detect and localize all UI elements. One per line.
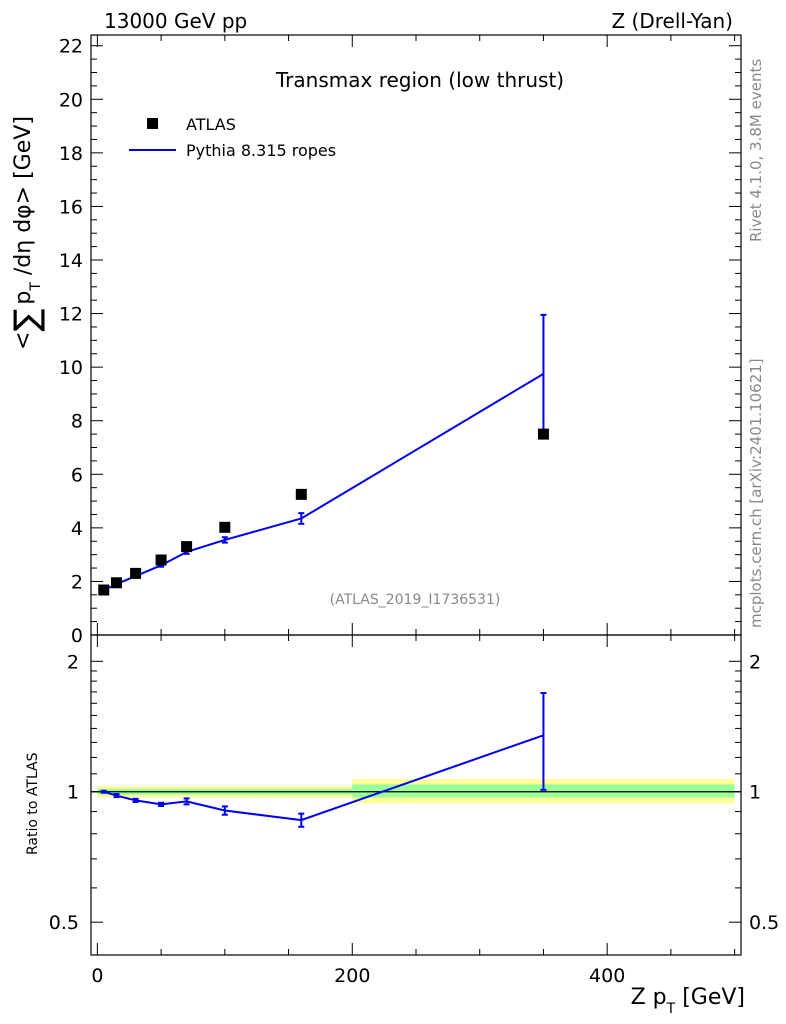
ratio-ytick-label-right: 0.5 <box>749 912 779 934</box>
data-point <box>155 554 167 566</box>
ratio-panel: 0 200 400 0.5 0.5 1 1 2 2 Ratio to ATLAS Z pT [G… <box>25 634 779 1017</box>
main-ytick-label: 4 <box>71 518 83 540</box>
ratio-band-inner <box>352 784 735 798</box>
ylabel-rest: /dη dφ> [GeV] <box>11 116 36 282</box>
ylabel-sub: T <box>28 282 44 292</box>
ratio-ytick-label-right: 2 <box>749 651 761 673</box>
watermark: (ATLAS_2019_I1736531) <box>330 592 501 608</box>
ratio-ytick-label-left: 2 <box>67 651 79 673</box>
main-ytick-label: 20 <box>59 89 83 111</box>
main-ytick-label: 16 <box>59 196 83 218</box>
ratio-xlabel: Z pT [GeV] <box>631 985 745 1017</box>
data-point <box>295 488 307 500</box>
main-ytick-label: 12 <box>59 304 83 326</box>
data-point <box>130 567 142 579</box>
mc-line <box>103 372 544 591</box>
data-point <box>110 577 122 589</box>
ratio-series <box>100 691 547 828</box>
main-ytick-label: 14 <box>59 250 83 272</box>
ratio-xtick-label: 0 <box>91 965 103 987</box>
data-point <box>537 428 549 440</box>
xlabel-sub: T <box>666 1001 676 1017</box>
xlabel-rest: [GeV] <box>675 985 745 1010</box>
main-panel: Transmax region (low thrust) (ATLAS_2019… <box>7 34 742 647</box>
legend-label-mc: Pythia 8.315 ropes <box>186 141 336 160</box>
ratio-ylabel: Ratio to ATLAS <box>25 752 41 855</box>
main-title: Transmax region (low thrust) <box>275 68 564 92</box>
main-ytick-label: 18 <box>59 143 83 165</box>
main-ytick-label: 6 <box>71 464 83 486</box>
xlabel-main: Z p <box>631 985 667 1010</box>
ratio-mc-line <box>103 734 544 822</box>
main-ylabel: <∑ pT /dη dφ> [GeV] <box>7 116 47 350</box>
ratio-ytick-label-left: 0.5 <box>49 912 79 934</box>
main-series <box>98 313 549 596</box>
ylabel-p: p <box>11 291 36 305</box>
ratio-ytick-label-right: 1 <box>749 782 761 804</box>
header-left: 13000 GeV pp <box>104 9 247 33</box>
data-point <box>219 521 231 533</box>
ylabel-sum: ∑ <box>7 309 47 332</box>
ratio-xtick-label: 200 <box>334 965 370 987</box>
main-ytick-label: 22 <box>59 36 83 58</box>
ratio-frame <box>90 634 742 956</box>
ylabel-open: < <box>11 332 36 350</box>
ratio-axis-ticks: 0 200 400 0.5 0.5 1 1 2 2 <box>49 635 779 987</box>
data-point <box>98 584 110 596</box>
main-axis-ticks: 0 2 4 6 8 10 12 14 16 18 20 22 <box>59 35 741 647</box>
main-ytick-label: 10 <box>59 357 83 379</box>
legend-marker-data <box>147 118 158 129</box>
main-ytick-label: 0 <box>71 625 83 647</box>
legend: ATLAS Pythia 8.315 ropes <box>129 115 336 160</box>
main-ytick-label: 8 <box>71 411 83 433</box>
data-point <box>181 541 193 553</box>
ratio-xtick-label: 400 <box>589 965 625 987</box>
rivet-label: Rivet 4.1.0, 3.8M events <box>747 59 765 242</box>
mcplots-label: mcplots.cern.ch [arXiv:2401.10621] <box>747 358 765 628</box>
main-ytick-label: 2 <box>71 571 83 593</box>
legend-label-data: ATLAS <box>186 115 236 134</box>
header-right: Z (Drell-Yan) <box>611 9 733 33</box>
ratio-ytick-label-left: 1 <box>67 782 79 804</box>
